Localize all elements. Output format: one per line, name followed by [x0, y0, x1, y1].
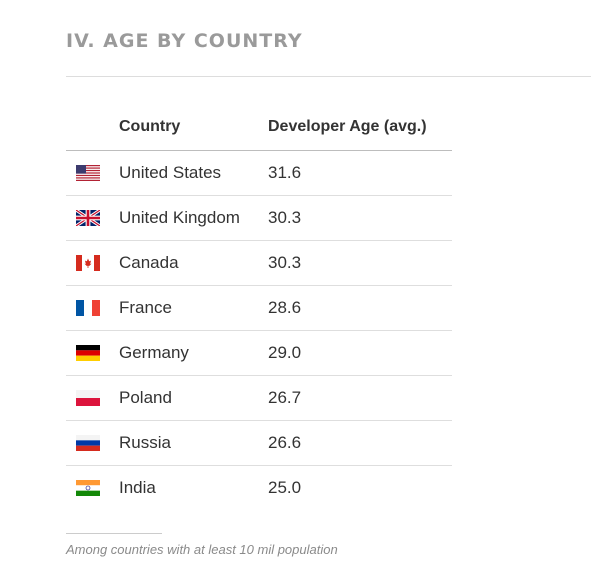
developer-age-value: 29.0	[268, 330, 452, 376]
developer-age-value: 30.3	[268, 195, 452, 241]
table-row: Poland 26.7	[66, 375, 452, 421]
flag-germany-icon	[76, 345, 100, 361]
developer-age-value: 30.3	[268, 240, 452, 286]
header-developer-age: Developer Age (avg.)	[268, 104, 452, 151]
flag-canada-icon	[76, 255, 100, 271]
table-row: France 28.6	[66, 285, 452, 331]
country-name: United States	[119, 150, 268, 196]
title-divider	[66, 76, 591, 77]
flag-uk-icon	[76, 210, 100, 226]
header-flag	[66, 104, 119, 151]
developer-age-value: 26.7	[268, 375, 452, 421]
developer-age-value: 26.6	[268, 420, 452, 466]
footnote: Among countries with at least 10 mil pop…	[66, 542, 338, 557]
age-table-container: Country Developer Age (avg.)	[66, 104, 452, 510]
table-row: Russia 26.6	[66, 420, 452, 466]
country-name: Russia	[119, 420, 268, 466]
table-header-row: Country Developer Age (avg.)	[66, 104, 452, 151]
developer-age-value: 31.6	[268, 150, 452, 196]
footnote-divider	[66, 533, 162, 534]
country-name: Poland	[119, 375, 268, 421]
flag-france-icon	[76, 300, 100, 316]
flag-us-icon	[76, 165, 100, 181]
country-name: France	[119, 285, 268, 331]
table-row: Canada 30.3	[66, 240, 452, 286]
age-by-country-table: Country Developer Age (avg.)	[66, 104, 452, 510]
flag-poland-icon	[76, 390, 100, 406]
header-country: Country	[119, 104, 268, 151]
table-row: India 25.0	[66, 466, 452, 511]
table-row: Germany 29.0	[66, 330, 452, 376]
country-name: Germany	[119, 330, 268, 376]
table-row: United States 31.6	[66, 150, 452, 196]
flag-russia-icon	[76, 435, 100, 451]
developer-age-value: 28.6	[268, 285, 452, 331]
developer-age-value: 25.0	[268, 478, 302, 497]
country-name: United Kingdom	[119, 195, 268, 241]
flag-india-icon	[76, 480, 100, 496]
section-title: IV. AGE BY COUNTRY	[66, 30, 303, 52]
country-name: India	[119, 478, 156, 497]
country-name: Canada	[119, 240, 268, 286]
table-row: United Kingdom 30.3	[66, 195, 452, 241]
